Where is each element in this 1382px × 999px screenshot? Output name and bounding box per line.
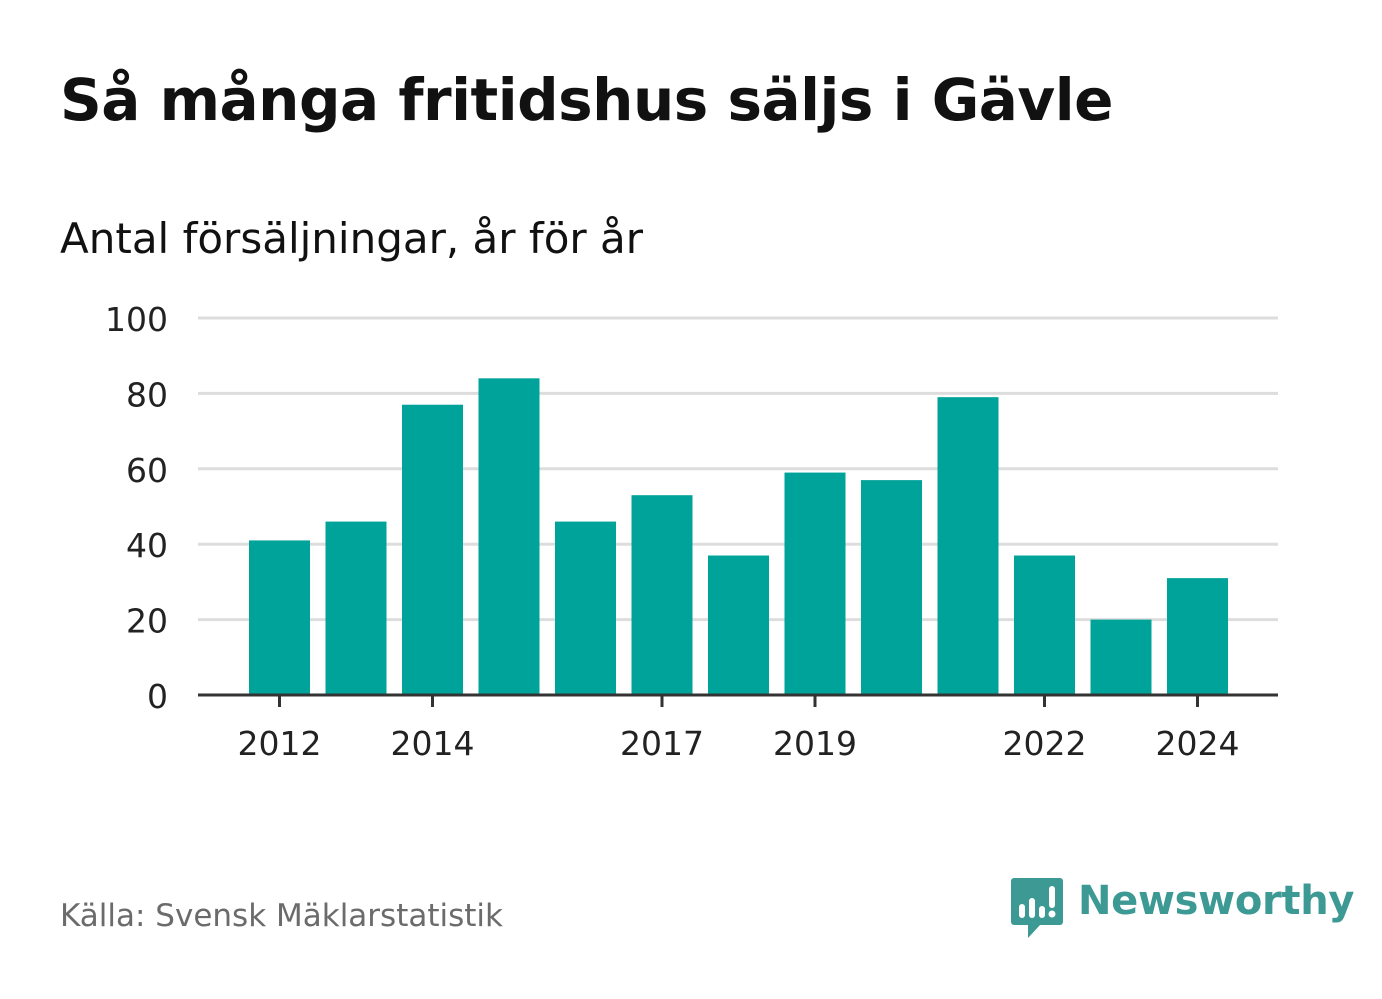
bar-2013	[325, 521, 387, 695]
bar-2019	[784, 472, 846, 695]
y-axis-tick-labels: 0 20 40 60 80 100	[105, 300, 168, 716]
y-tick-label: 0	[147, 677, 168, 716]
bar-2018	[708, 555, 769, 695]
x-tick-label: 2012	[238, 724, 322, 763]
chart-title: Så många fritidshus säljs i Gävle	[60, 66, 1113, 134]
chart-subtitle: Antal försäljningar, år för år	[60, 214, 644, 263]
x-axis	[198, 693, 1278, 707]
brand-name: Newsworthy	[1078, 878, 1355, 924]
y-tick-label: 100	[105, 300, 168, 339]
x-tick-label: 2022	[1003, 724, 1087, 763]
bar-2022	[1014, 555, 1075, 695]
y-tick-label: 80	[126, 375, 168, 414]
bar-2015	[478, 378, 540, 695]
bar-2023	[1090, 619, 1152, 695]
y-tick-label: 60	[126, 451, 168, 490]
source-note: Källa: Svensk Mäklarstatistik	[60, 898, 503, 934]
bar-chart-speech-bubble-icon	[1011, 878, 1063, 938]
brand-logo: Newsworthy	[1010, 876, 1355, 940]
bar-2017	[631, 495, 693, 695]
x-tick-label: 2019	[773, 724, 857, 763]
x-tick-label: 2024	[1156, 724, 1240, 763]
bar-2014	[402, 404, 463, 695]
x-tick-label: 2017	[620, 724, 704, 763]
bar-2021	[937, 397, 999, 695]
y-tick-label: 40	[126, 526, 168, 565]
bars	[249, 378, 1228, 695]
bar-2012	[249, 540, 310, 695]
bar-2024	[1167, 578, 1228, 695]
y-tick-label: 20	[126, 602, 168, 641]
bar-2016	[555, 521, 616, 695]
bar-2020	[861, 480, 922, 695]
bar-chart: 0 20 40 60 80 100 2012 2014 2017 2019 2022 2024	[105, 300, 1278, 763]
x-tick-label: 2014	[391, 724, 475, 763]
x-axis-tick-labels: 2012 2014 2017 2019 2022 2024	[238, 724, 1240, 763]
